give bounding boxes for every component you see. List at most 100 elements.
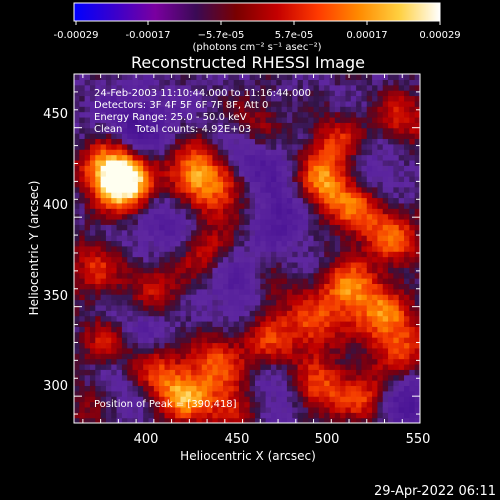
heatmap-cell xyxy=(302,149,309,156)
heatmap-cell xyxy=(350,138,357,145)
heatmap-cell xyxy=(366,369,373,376)
heatmap-cell xyxy=(143,294,150,301)
heatmap-cell xyxy=(175,100,182,107)
heatmap-cell xyxy=(286,283,293,290)
heatmap-cell xyxy=(185,369,192,376)
heatmap-cell xyxy=(270,240,277,247)
heatmap-cell xyxy=(297,111,304,118)
heatmap-cell xyxy=(398,208,405,215)
heatmap-cell xyxy=(164,315,171,322)
heatmap-cell xyxy=(334,192,341,199)
heatmap-cell xyxy=(377,90,384,97)
heatmap-cell xyxy=(191,380,198,387)
heatmap-cell xyxy=(148,213,155,220)
heatmap-cell xyxy=(249,90,256,97)
heatmap-cell xyxy=(116,261,123,268)
heatmap-cell xyxy=(175,159,182,166)
heatmap-cell xyxy=(324,74,331,80)
heatmap-cell xyxy=(191,245,198,252)
heatmap-cell xyxy=(404,74,410,80)
heatmap-cell xyxy=(191,412,198,419)
heatmap-cell xyxy=(100,251,107,258)
heatmap-cell xyxy=(404,95,410,102)
heatmap-cell xyxy=(74,100,80,107)
heatmap-cell xyxy=(308,337,315,344)
heatmap-cell xyxy=(409,74,416,80)
heatmap-cell xyxy=(239,213,245,220)
heatmap-cell xyxy=(121,133,128,140)
heatmap-cell xyxy=(249,320,256,327)
heatmap-cell xyxy=(398,138,405,145)
heatmap-cell xyxy=(270,133,277,140)
heatmap-cell xyxy=(276,84,283,91)
heatmap-cell xyxy=(153,412,160,419)
heatmap-cell xyxy=(148,197,155,204)
heatmap-cell xyxy=(313,283,320,290)
heatmap-cell xyxy=(388,412,394,419)
heatmap-cell xyxy=(100,138,107,145)
heatmap-cell xyxy=(356,116,363,123)
heatmap-cell xyxy=(297,412,304,419)
heatmap-cell xyxy=(254,165,261,172)
heatmap-cell xyxy=(164,261,171,268)
heatmap-cell xyxy=(180,122,187,129)
heatmap-cell xyxy=(217,358,224,365)
heatmap-cell xyxy=(345,374,352,381)
heatmap-cell xyxy=(377,133,384,140)
heatmap-cell xyxy=(132,229,139,236)
heatmap-cell xyxy=(180,235,187,242)
heatmap-cell xyxy=(361,208,368,215)
heatmap-cell xyxy=(137,245,144,252)
heatmap-cell xyxy=(249,74,256,80)
heatmap-cell xyxy=(388,133,394,140)
heatmap-cell xyxy=(100,417,107,423)
heatmap-cell xyxy=(372,374,379,381)
heatmap-cell xyxy=(201,278,208,284)
heatmap-cell xyxy=(84,192,91,199)
heatmap-cell xyxy=(292,326,299,333)
heatmap-cell xyxy=(361,261,368,268)
heatmap-cell xyxy=(409,138,416,145)
heatmap-cell xyxy=(89,294,96,301)
heatmap-cell xyxy=(388,353,394,360)
heatmap-cell xyxy=(318,267,325,274)
heatmap-cell xyxy=(308,202,315,209)
heatmap-cell xyxy=(409,213,416,220)
heatmap-cell xyxy=(382,256,389,263)
heatmap-cell xyxy=(313,143,320,150)
heatmap-cell xyxy=(116,192,123,199)
heatmap-cell xyxy=(276,337,283,344)
heatmap-cell xyxy=(164,283,171,290)
heatmap-cell xyxy=(164,380,171,387)
heatmap-cell xyxy=(409,337,416,344)
heatmap-cell xyxy=(345,133,352,140)
heatmap-cell xyxy=(377,363,384,370)
heatmap-cell xyxy=(372,396,379,403)
heatmap-cell xyxy=(382,229,389,236)
heatmap-cell xyxy=(217,417,224,423)
heatmap-cell xyxy=(334,116,341,123)
heatmap-cell xyxy=(196,170,203,177)
heatmap-cell xyxy=(340,396,347,403)
heatmap-cell xyxy=(308,272,315,279)
heatmap-cell xyxy=(180,261,187,268)
heatmap-cell xyxy=(191,390,198,397)
heatmap-cell xyxy=(127,256,134,263)
heatmap-cell xyxy=(276,401,283,408)
heatmap-cell xyxy=(239,106,245,113)
heatmap-cell xyxy=(292,116,299,123)
heatmap-cell xyxy=(212,267,219,274)
heatmap-cell xyxy=(127,218,134,225)
heatmap-cell xyxy=(286,176,293,182)
heatmap-cell xyxy=(169,390,176,397)
heatmap-cell xyxy=(297,74,304,80)
heatmap-cell xyxy=(84,320,91,327)
heatmap-cell xyxy=(393,133,400,140)
heatmap-cell xyxy=(191,90,198,97)
heatmap-cell xyxy=(409,294,416,301)
heatmap-cell xyxy=(281,294,288,301)
heatmap-cell xyxy=(185,304,192,311)
heatmap-cell xyxy=(84,315,91,322)
heatmap-cell xyxy=(228,192,235,199)
heatmap-cell xyxy=(137,315,144,322)
